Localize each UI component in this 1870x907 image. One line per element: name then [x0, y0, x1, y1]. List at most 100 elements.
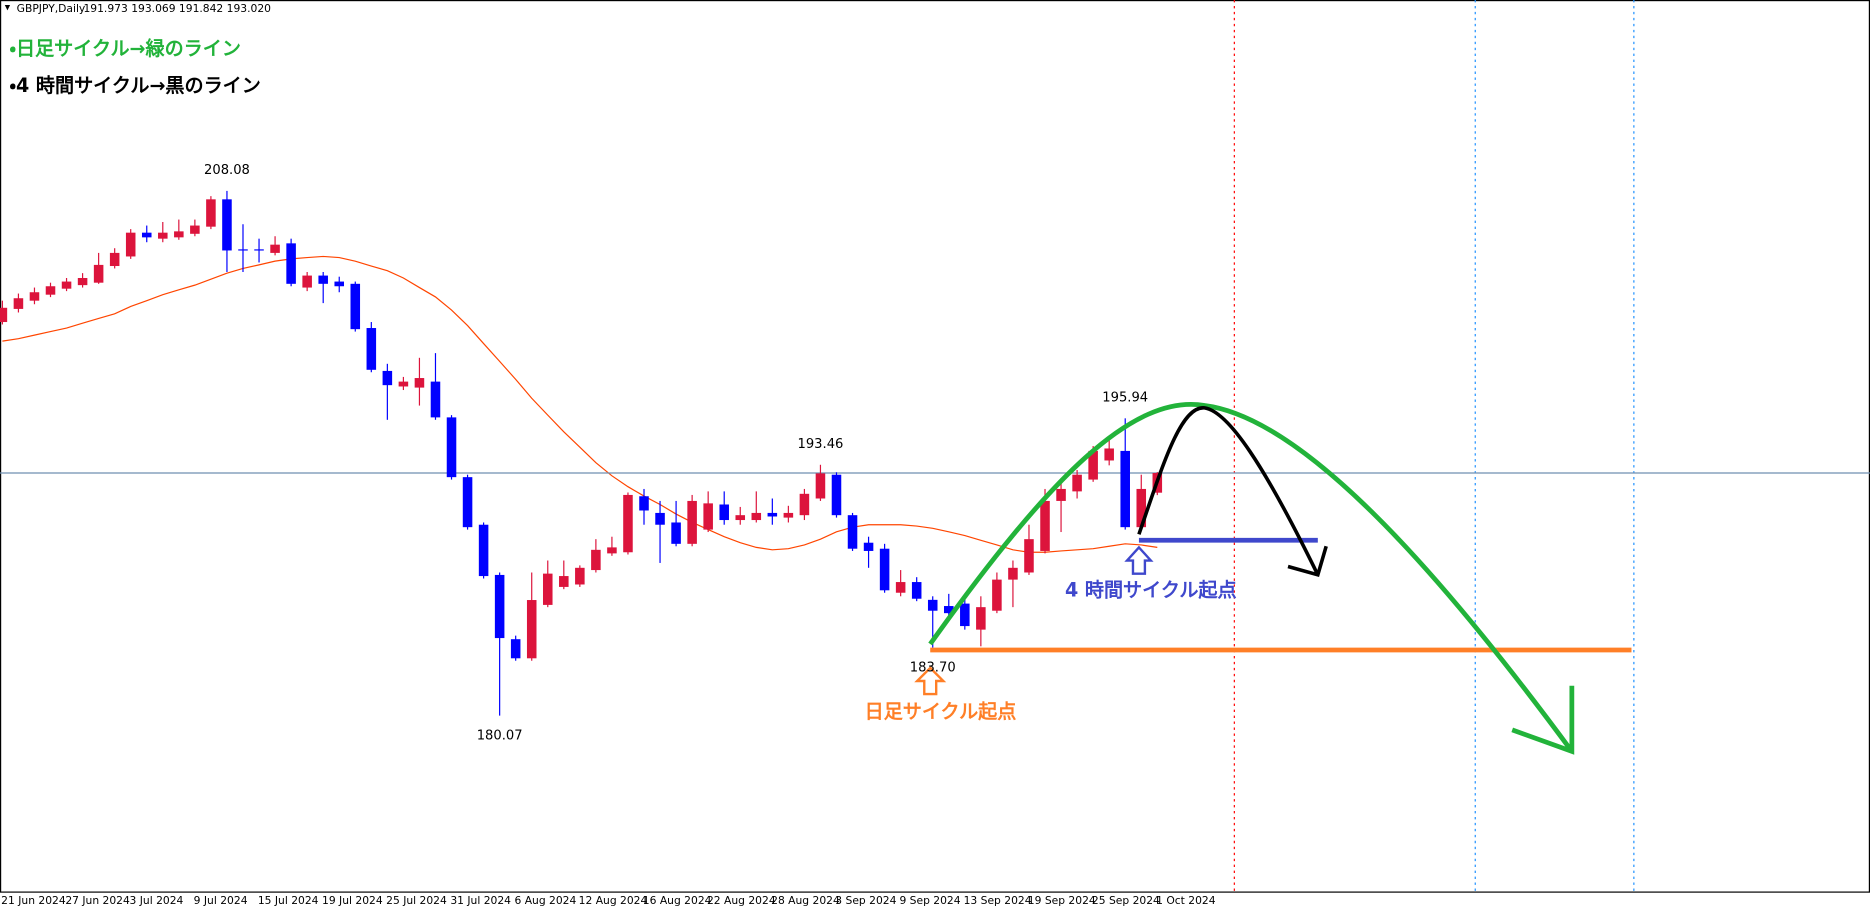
candle-body — [366, 328, 377, 370]
x-tick-label: 9 Jul 2024 — [194, 894, 248, 907]
candle-body — [639, 496, 649, 511]
candle-body — [1104, 448, 1114, 461]
candle-body — [671, 522, 681, 544]
candle-body — [0, 307, 8, 323]
candle-body — [382, 370, 393, 386]
candle-body — [190, 225, 200, 234]
candle-body — [1088, 450, 1098, 480]
candle-body — [847, 515, 858, 549]
candle-body — [751, 512, 762, 521]
daily-cycle-arrowhead — [1511, 685, 1575, 755]
candle-body — [13, 298, 24, 309]
candle-body — [206, 199, 216, 227]
x-tick-label: 3 Sep 2024 — [835, 894, 896, 907]
candle-body — [270, 244, 280, 253]
candle-body — [575, 567, 585, 585]
candle-body — [703, 503, 713, 530]
x-tick-label: 21 Jun 2024 — [1, 894, 66, 907]
x-tick-label: 25 Jul 2024 — [386, 894, 447, 907]
candle-body — [141, 232, 152, 238]
candle-body — [944, 606, 954, 614]
daily-start-label: 日足サイクル起点 — [865, 701, 1017, 723]
price-label: 208.08 — [204, 163, 250, 178]
candle-body — [77, 278, 88, 286]
x-tick-label: 22 Aug 2024 — [707, 894, 776, 907]
candle-body — [927, 599, 938, 611]
candle-body — [1072, 474, 1082, 492]
candle-body — [879, 548, 890, 591]
candle-body — [895, 582, 906, 593]
candle-body — [174, 231, 184, 238]
candle-body — [623, 494, 633, 553]
h4-cycle-arrowhead — [1287, 545, 1328, 578]
candle-body — [863, 542, 874, 551]
candle-body — [1008, 567, 1018, 580]
candle-body — [1024, 539, 1034, 573]
candle-body — [719, 504, 729, 521]
candle-body — [976, 607, 986, 630]
symbol: GBPJPY,Daily — [17, 2, 86, 15]
candle-body — [45, 286, 56, 295]
candle-body — [815, 473, 826, 499]
candle-body — [286, 243, 296, 284]
x-tick-label: 28 Aug 2024 — [771, 894, 840, 907]
price-label: 180.07 — [477, 728, 523, 743]
candle-body — [559, 576, 569, 587]
candle-body — [254, 249, 264, 251]
candle-body — [478, 524, 489, 577]
x-tick-label: 19 Jul 2024 — [322, 894, 383, 907]
candle-body — [992, 579, 1002, 611]
candle-body — [1056, 488, 1066, 501]
daily-start-arrow — [914, 666, 947, 696]
candle-body — [1136, 488, 1147, 528]
candle-body — [526, 600, 537, 659]
candle-body — [591, 549, 601, 571]
candle-body — [430, 381, 441, 418]
x-tick-label: 27 Jun 2024 — [65, 894, 130, 907]
candle-body — [125, 232, 136, 257]
h4-start-label: 4 時間サイクル起点 — [1065, 579, 1237, 601]
candle-body — [446, 417, 457, 478]
candle-body — [222, 199, 232, 251]
candle-body — [398, 381, 409, 387]
candle-body — [542, 573, 553, 605]
candle-body — [414, 378, 425, 388]
candle-body — [687, 500, 697, 544]
x-tick-label: 31 Jul 2024 — [450, 894, 511, 907]
candle-body — [735, 515, 746, 521]
h4-cycle-curve — [1137, 406, 1320, 576]
x-tick-label: 15 Jul 2024 — [258, 894, 319, 907]
candle-body — [238, 249, 248, 251]
candle-body — [494, 574, 505, 639]
x-tick-label: 6 Aug 2024 — [514, 894, 576, 907]
x-tick-label: 19 Sep 2024 — [1028, 894, 1096, 907]
candle-body — [607, 547, 617, 554]
x-tick-label: 9 Sep 2024 — [899, 894, 960, 907]
drawings — [914, 402, 1632, 755]
candle-body — [960, 603, 970, 627]
candle-body — [767, 512, 778, 517]
x-tick-label: 12 Aug 2024 — [579, 894, 648, 907]
candle-body — [510, 639, 521, 659]
data-layer — [0, 190, 1870, 716]
x-tick-label: 16 Aug 2024 — [643, 894, 712, 907]
x-tick-label: 1 Oct 2024 — [1156, 894, 1216, 907]
candle-body — [318, 275, 328, 284]
price-label: 193.46 — [798, 437, 844, 452]
ohlc-readout: 191.973 193.069 191.842 193.020 — [83, 2, 271, 15]
candle-body — [783, 512, 794, 518]
daily-cycle-curve — [928, 402, 1574, 753]
legend-daily: ・日足サイクル→緑のライン — [10, 37, 241, 60]
candle-body — [93, 264, 104, 283]
price-label: 183.70 — [910, 660, 956, 675]
candle-body — [799, 493, 810, 516]
candle-body — [302, 275, 312, 288]
x-tick-label: 25 Sep 2024 — [1092, 894, 1160, 907]
candle-body — [1120, 450, 1130, 528]
candle-body — [655, 512, 665, 525]
price-label: 195.94 — [1102, 391, 1148, 406]
candle-body — [1040, 500, 1050, 551]
